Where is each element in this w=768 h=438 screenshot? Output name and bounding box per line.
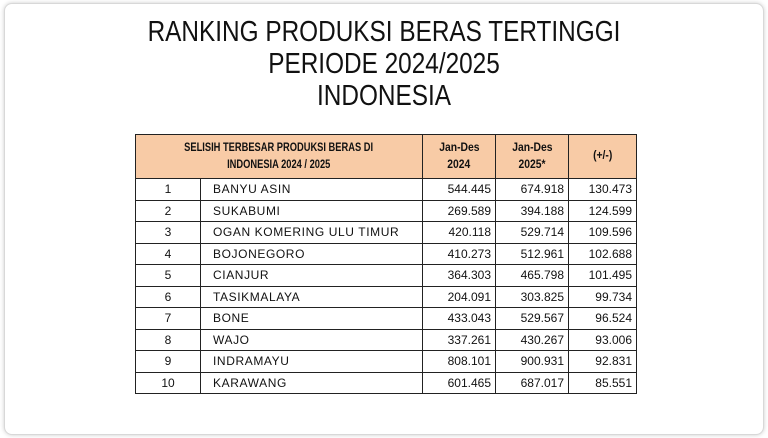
rank-cell: 1 [135, 178, 201, 201]
table-row: 7 BONE 433.043 529.567 96.524 [135, 307, 637, 330]
document-title: RANKING PRODUKSI BERAS TERTINGGI PERIODE… [0, 16, 768, 112]
header-text: INDONESIA 2024 / 2025 [227, 158, 331, 171]
production-2024-cell: 410.273 [422, 242, 496, 265]
rank-cell: 9 [135, 350, 201, 373]
table-header-row: SELISIH TERBESAR PRODUKSI BERAS DI INDONE… [135, 134, 637, 179]
table-row: 3 OGAN KOMERING ULU TIMUR 420.118 529.714 10… [135, 221, 637, 244]
table-row: 2 SUKABUMI 269.589 394.188 124.599 [135, 199, 637, 222]
rank-cell: 6 [135, 285, 201, 308]
rank-cell: 8 [135, 328, 201, 351]
table-row: 5 CIANJUR 364.303 465.798 101.495 [135, 264, 637, 287]
region-name-cell: BOJONEGORO [200, 242, 423, 265]
rank-cell: 3 [135, 221, 201, 244]
region-name-cell: BANYU ASIN [200, 178, 423, 201]
production-2025-cell: 430.267 [495, 328, 569, 351]
header-2025: Jan-Des 2025* [495, 134, 569, 179]
title-line-2: PERIODE 2024/2025 [268, 48, 500, 80]
production-2025-cell: 529.714 [495, 221, 569, 244]
rank-cell: 7 [135, 307, 201, 330]
region-name-cell: CIANJUR [200, 264, 423, 287]
header-2024: Jan-Des 2024 [422, 134, 496, 179]
production-2024-cell: 204.091 [422, 285, 496, 308]
rank-cell: 10 [135, 371, 201, 394]
production-2025-cell: 512.961 [495, 242, 569, 265]
difference-cell: 85.551 [568, 371, 637, 394]
region-name-cell: SUKABUMI [200, 199, 423, 222]
header-text: 2025* [518, 158, 546, 171]
difference-cell: 99.734 [568, 285, 637, 308]
production-2024-cell: 269.589 [422, 199, 496, 222]
production-2024-cell: 433.043 [422, 307, 496, 330]
difference-cell: 109.596 [568, 221, 637, 244]
production-2024-cell: 364.303 [422, 264, 496, 287]
rank-cell: 2 [135, 199, 201, 222]
difference-cell: 92.831 [568, 350, 637, 373]
production-2024-cell: 601.465 [422, 371, 496, 394]
title-line-1: RANKING PRODUKSI BERAS TERTINGGI [147, 16, 621, 48]
ranking-table: SELISIH TERBESAR PRODUKSI BERAS DI INDONE… [135, 134, 637, 394]
difference-cell: 101.495 [568, 264, 637, 287]
header-text: Jan-Des [511, 141, 553, 154]
header-text: 2024 [447, 158, 471, 171]
production-2025-cell: 674.918 [495, 178, 569, 201]
production-2025-cell: 394.188 [495, 199, 569, 222]
table-row: 6 TASIKMALAYA 204.091 303.825 99.734 [135, 285, 637, 308]
difference-cell: 130.473 [568, 178, 637, 201]
table-row: 8 WAJO 337.261 430.267 93.006 [135, 328, 637, 351]
region-name-cell: TASIKMALAYA [200, 285, 423, 308]
region-name-cell: WAJO [200, 328, 423, 351]
table-row: 4 BOJONEGORO 410.273 512.961 102.688 [135, 242, 637, 265]
production-2024-cell: 420.118 [422, 221, 496, 244]
region-name-cell: KARAWANG [200, 371, 423, 394]
production-2025-cell: 687.017 [495, 371, 569, 394]
production-2025-cell: 303.825 [495, 285, 569, 308]
production-2024-cell: 337.261 [422, 328, 496, 351]
difference-cell: 124.599 [568, 199, 637, 222]
table-row: 9 INDRAMAYU 808.101 900.931 92.831 [135, 350, 637, 373]
difference-cell: 102.688 [568, 242, 637, 265]
rank-cell: 4 [135, 242, 201, 265]
rank-cell: 5 [135, 264, 201, 287]
table-row: 10 KARAWANG 601.465 687.017 85.551 [135, 371, 637, 394]
production-2025-cell: 529.567 [495, 307, 569, 330]
region-name-cell: INDRAMAYU [200, 350, 423, 373]
production-2025-cell: 900.931 [495, 350, 569, 373]
difference-cell: 93.006 [568, 328, 637, 351]
production-2024-cell: 544.445 [422, 178, 496, 201]
header-text: Jan-Des [438, 141, 480, 154]
header-region: SELISIH TERBESAR PRODUKSI BERAS DI INDONE… [135, 134, 423, 179]
table-row: 1 BANYU ASIN 544.445 674.918 130.473 [135, 178, 637, 201]
header-text: SELISIH TERBESAR PRODUKSI BERAS DI [184, 141, 374, 154]
production-2025-cell: 465.798 [495, 264, 569, 287]
header-text: (+/-) [592, 150, 613, 162]
header-difference: (+/-) [568, 134, 637, 179]
title-line-3: INDONESIA [316, 80, 452, 112]
region-name-cell: BONE [200, 307, 423, 330]
region-name-cell: OGAN KOMERING ULU TIMUR [200, 221, 423, 244]
difference-cell: 96.524 [568, 307, 637, 330]
production-2024-cell: 808.101 [422, 350, 496, 373]
